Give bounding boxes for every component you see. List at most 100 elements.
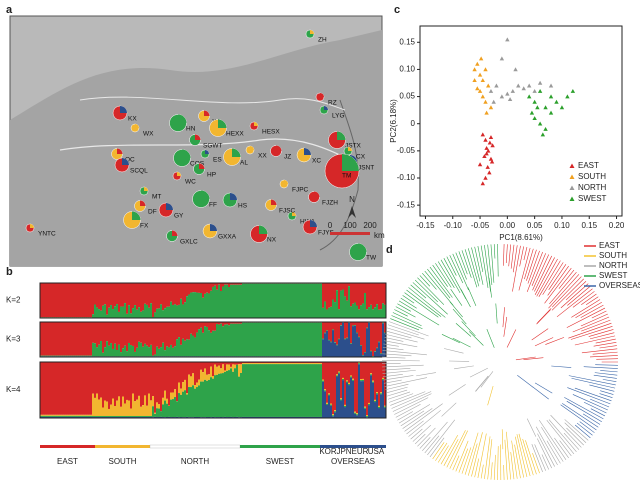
ancestry-bar: [192, 385, 195, 418]
ancestry-bar: [40, 414, 43, 416]
legend-marker: [569, 174, 575, 179]
tree-branch: [452, 337, 471, 348]
ancestry-bar: [264, 363, 267, 365]
ancestry-bar: [380, 309, 383, 318]
tree-leaf: [537, 433, 555, 467]
ancestry-bar: [380, 283, 383, 310]
ancestry-bar: [82, 362, 85, 415]
ancestry-bar: [46, 415, 49, 417]
panel-label: a: [6, 4, 13, 16]
ancestry-bar: [182, 382, 185, 392]
tree-leaf: [534, 257, 555, 295]
site-label: LYG: [332, 113, 345, 120]
point: [570, 88, 576, 93]
site-pie-slice: [144, 187, 148, 191]
ancestry-bar: [320, 416, 323, 418]
ancestry-bar: [70, 355, 73, 357]
ancestry-bar: [140, 416, 143, 418]
ancestry-bar: [324, 333, 327, 357]
ancestry-bar: [262, 322, 265, 357]
y-tick-label: 0: [411, 119, 416, 128]
ancestry-bar: [110, 343, 113, 357]
ancestry-bar: [166, 416, 169, 418]
ancestry-bar: [126, 362, 129, 400]
tree-branch: [487, 385, 494, 406]
ancestry-bar: [148, 283, 151, 308]
tree-branch: [452, 308, 467, 325]
tree-leaf: [518, 433, 531, 477]
ancestry-bar: [262, 416, 265, 418]
ancestry-bar: [106, 314, 109, 318]
ancestry-bar: [274, 283, 277, 318]
ancestry-bar: [322, 283, 325, 308]
ancestry-bar: [94, 304, 97, 318]
ancestry-bar: [82, 322, 85, 356]
ancestry-bar: [204, 322, 207, 327]
ancestry-bar: [330, 341, 333, 343]
site-pie-slice: [254, 122, 258, 126]
tree-leaf: [493, 454, 496, 480]
ancestry-bar: [190, 362, 193, 377]
ancestry-bar: [246, 362, 249, 364]
site-label: HN: [186, 126, 196, 133]
tree-leaf: [422, 421, 448, 451]
ancestry-bar: [256, 416, 259, 418]
ancestry-bar: [208, 322, 211, 331]
ancestry-bar: [188, 322, 191, 340]
ancestry-bar: [284, 364, 287, 417]
ancestry-bar: [342, 380, 345, 418]
ancestry-bar: [364, 293, 367, 318]
ancestry-bar: [138, 341, 141, 357]
ancestry-bar: [186, 416, 189, 418]
tree-leaf: [467, 248, 480, 287]
ancestry-bar: [138, 322, 141, 342]
tree-leaf: [427, 419, 456, 456]
ancestry-bar: [170, 362, 173, 393]
ancestry-bar: [154, 354, 157, 357]
ancestry-bar: [276, 364, 279, 417]
ancestry-bar: [316, 322, 319, 357]
tree-leaf: [538, 260, 561, 297]
ancestry-bar: [114, 322, 117, 344]
tree-branch: [448, 384, 466, 396]
ancestry-bar: [164, 400, 167, 418]
ancestry-bar: [98, 399, 101, 417]
ancestry-bar: [380, 353, 383, 355]
ancestry-bar: [182, 304, 185, 318]
ancestry-bar: [268, 283, 271, 318]
ancestry-bar: [74, 414, 77, 416]
tree-leaf: [588, 329, 614, 337]
ancestry-bar: [136, 322, 139, 348]
tree-leaf: [566, 400, 602, 422]
ancestry-bar: [116, 283, 119, 305]
scale-tick: 0: [328, 221, 333, 230]
ancestry-bar: [146, 304, 149, 318]
ancestry-bar: [372, 362, 375, 381]
tree-leaf: [574, 387, 612, 402]
ancestry-bar: [142, 405, 145, 417]
ancestry-bar: [70, 414, 73, 416]
site-label: WX: [143, 131, 154, 138]
ancestry-bar: [216, 362, 219, 367]
ancestry-bar: [120, 306, 123, 318]
ancestry-bar: [318, 363, 321, 365]
ancestry-bar: [240, 372, 243, 418]
ancestry-bar: [152, 355, 155, 357]
ancestry-bar: [376, 393, 379, 395]
ancestry-bar: [88, 416, 91, 418]
ancestry-bar: [130, 283, 133, 314]
ancestry-bar: [384, 332, 387, 334]
ancestry-bar: [196, 322, 199, 333]
ancestry-bar: [44, 283, 47, 318]
tree-leaf: [419, 437, 431, 449]
ancestry-bar: [218, 373, 221, 418]
ancestry-bar: [364, 352, 367, 357]
ancestry-bar: [362, 355, 365, 357]
ancestry-bar: [312, 362, 315, 364]
ancestry-bar: [254, 416, 257, 418]
ancestry-bar: [98, 283, 101, 310]
ancestry-bar: [84, 362, 87, 415]
ancestry-bar: [238, 376, 241, 418]
ancestry-bar: [282, 363, 285, 365]
ancestry-bar: [196, 283, 199, 293]
